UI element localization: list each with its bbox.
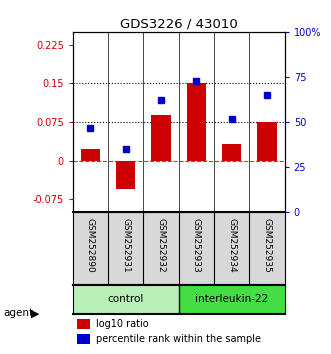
Bar: [151, 115, 171, 161]
Text: GSM252933: GSM252933: [192, 218, 201, 273]
Bar: [77, 334, 90, 344]
Bar: [187, 84, 206, 161]
Text: GSM252932: GSM252932: [157, 218, 166, 273]
Bar: [77, 319, 90, 329]
Text: log10 ratio: log10 ratio: [96, 319, 149, 329]
Bar: [179, 285, 285, 314]
Bar: [81, 149, 100, 161]
Text: GSM252935: GSM252935: [262, 218, 271, 273]
Text: percentile rank within the sample: percentile rank within the sample: [96, 334, 261, 344]
Text: GSM252931: GSM252931: [121, 218, 130, 273]
Title: GDS3226 / 43010: GDS3226 / 43010: [120, 18, 238, 31]
Text: GSM252890: GSM252890: [86, 218, 95, 273]
Text: GSM252934: GSM252934: [227, 218, 236, 273]
Text: agent: agent: [3, 308, 33, 318]
Bar: [222, 144, 241, 161]
Bar: [73, 285, 179, 314]
Text: ▶: ▶: [31, 308, 40, 318]
Text: interleukin-22: interleukin-22: [195, 294, 268, 304]
Text: control: control: [108, 294, 144, 304]
Bar: [116, 161, 135, 189]
Bar: [257, 122, 277, 161]
